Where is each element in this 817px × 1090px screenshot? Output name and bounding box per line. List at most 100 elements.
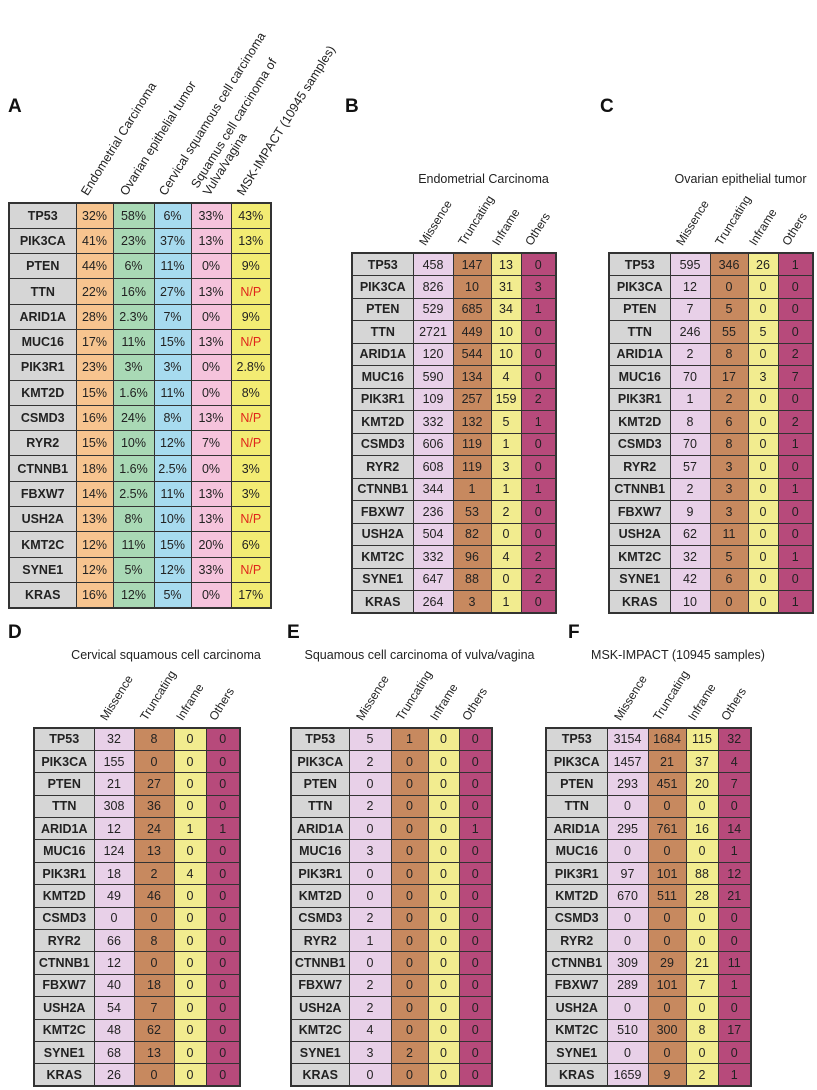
gene-name: USH2A xyxy=(351,522,414,546)
table-cell: 332 xyxy=(412,545,454,569)
gene-name: SYNE1 xyxy=(545,1040,608,1065)
gene-name: TP53 xyxy=(545,727,608,751)
table-cell: 2 xyxy=(669,477,711,501)
panel-label-f: F xyxy=(568,622,580,643)
gene-name: ARID1A xyxy=(290,817,350,841)
table-row: SYNE1 3 2 0 0 xyxy=(290,1040,493,1065)
table-cell: 761 xyxy=(647,817,687,841)
table-row: USH2A 0 0 0 0 xyxy=(545,996,752,1020)
table-cell: 3 xyxy=(709,455,749,479)
table-row: KMT2D 49 46 0 0 xyxy=(33,884,241,908)
table-cell: 0 xyxy=(173,839,207,863)
table-row: TTN 0 0 0 0 xyxy=(545,794,752,819)
gene-name: RYR2 xyxy=(351,455,414,479)
table-cell: 124 xyxy=(93,839,135,863)
table-cell: 109 xyxy=(412,387,454,411)
table-cell: 9 xyxy=(647,1063,687,1087)
table-cell: 12% xyxy=(153,430,192,457)
gene-name: PIK3CA xyxy=(545,749,608,774)
table-cell: 0 xyxy=(173,884,207,908)
table-cell: 0 xyxy=(390,951,429,975)
table-cell: 2 xyxy=(685,1063,719,1087)
table-cell: 24 xyxy=(133,817,175,841)
table-panel-c: TP53 595 346 26 1 PIK3CA 12 0 0 0 PTEN 7 5 0 0 TTN 246 55… xyxy=(608,252,814,614)
column-header: Missence xyxy=(353,672,392,723)
table-row: KRAS 0 0 0 0 xyxy=(290,1063,493,1087)
table-cell: 16% xyxy=(75,404,114,432)
table-cell: 9% xyxy=(230,253,272,280)
table-cell: 7% xyxy=(190,430,232,457)
table-cell: 16% xyxy=(75,581,114,609)
table-cell: 309 xyxy=(606,951,649,975)
table-cell: 246 xyxy=(669,320,711,344)
table-cell: 36 xyxy=(133,794,175,819)
table-row: SYNE1 12% 5% 12% 33% N/P xyxy=(8,556,272,583)
table-cell: 44% xyxy=(75,253,114,280)
table-cell: 0 xyxy=(173,996,207,1020)
table-cell: 0 xyxy=(427,839,460,863)
table-row: ARID1A 2 8 0 2 xyxy=(608,342,814,366)
table-cell: 0 xyxy=(520,455,557,479)
table-cell: 0 xyxy=(390,817,429,841)
table-cell: 17 xyxy=(709,365,749,389)
table-cell: 70 xyxy=(669,432,711,456)
table-cell: 3 xyxy=(520,275,557,299)
table-row: USH2A 504 82 0 0 xyxy=(351,522,557,546)
table-cell: 4 xyxy=(348,1018,392,1042)
table-cell: 2 xyxy=(669,342,711,366)
table-panel-f: TP53 3154 1684 115 32 PIK3CA 1457 21 37 4 PTEN 293 4… xyxy=(545,727,752,1088)
table-cell: 32 xyxy=(669,545,711,569)
table-cell: 1 xyxy=(490,477,522,501)
table-cell: 0 xyxy=(93,906,135,931)
table-cell: 21 xyxy=(685,951,719,975)
table-cell: 8% xyxy=(153,404,192,432)
column-header: Missence xyxy=(97,672,136,723)
panel-label-e: E xyxy=(287,622,300,643)
column-header: Others xyxy=(778,210,810,248)
panel-title-e: Squamous cell carcinoma of vulva/vagina xyxy=(304,648,535,662)
table-cell: 11% xyxy=(153,379,192,406)
table-cell: 26 xyxy=(93,1063,135,1087)
table-cell: 1 xyxy=(777,252,814,276)
table-cell: 0 xyxy=(205,1018,241,1042)
table-cell: 12 xyxy=(93,951,135,975)
gene-name: TTN xyxy=(33,794,95,819)
table-cell: N/P xyxy=(230,404,272,432)
table-row: PIK3R1 23% 3% 3% 0% 2.8% xyxy=(8,354,272,381)
table-cell: 6% xyxy=(112,253,155,280)
table-cell: 308 xyxy=(93,794,135,819)
table-row: KMT2D 670 511 28 21 xyxy=(545,884,752,908)
gene-name: PTEN xyxy=(608,297,671,321)
table-row: PIK3R1 18 2 4 0 xyxy=(33,861,241,886)
table-panel-d: TP53 32 8 0 0 PIK3CA 155 0 0 0 PTEN 21 27 0 0 TTN 308 36 0… xyxy=(33,727,241,1088)
table-cell: 332 xyxy=(412,410,454,434)
table-cell: 1 xyxy=(520,477,557,501)
table-cell: 595 xyxy=(669,252,711,276)
gene-name: MUC16 xyxy=(545,839,608,863)
table-cell: 21 xyxy=(647,749,687,774)
table-row: PTEN 293 451 20 7 xyxy=(545,772,752,796)
column-header: Others xyxy=(458,685,490,723)
gene-name: TTN xyxy=(290,794,350,819)
table-cell: 0 xyxy=(458,973,493,998)
table-cell: 1.6% xyxy=(112,379,155,406)
table-cell: 41% xyxy=(75,227,114,255)
table-cell: 32 xyxy=(717,727,752,751)
table-cell: 88 xyxy=(685,861,719,886)
table-cell: 16% xyxy=(112,278,155,305)
gene-name: CSMD3 xyxy=(608,432,671,456)
table-cell: 606 xyxy=(412,432,454,456)
table-cell: 1 xyxy=(390,727,429,751)
table-row: TP53 595 346 26 1 xyxy=(608,252,814,276)
table-cell: 0 xyxy=(390,749,429,774)
table-cell: 96 xyxy=(452,545,492,569)
table-cell: 0 xyxy=(427,817,460,841)
table-cell: 54 xyxy=(93,996,135,1020)
table-row: FBXW7 9 3 0 0 xyxy=(608,500,814,524)
gene-name: CSMD3 xyxy=(290,906,350,931)
table-cell: 0 xyxy=(777,387,814,411)
table-cell: 264 xyxy=(412,590,454,614)
table-cell: 8 xyxy=(133,929,175,953)
table-cell: 40 xyxy=(93,973,135,998)
table-cell: 0 xyxy=(520,590,557,614)
